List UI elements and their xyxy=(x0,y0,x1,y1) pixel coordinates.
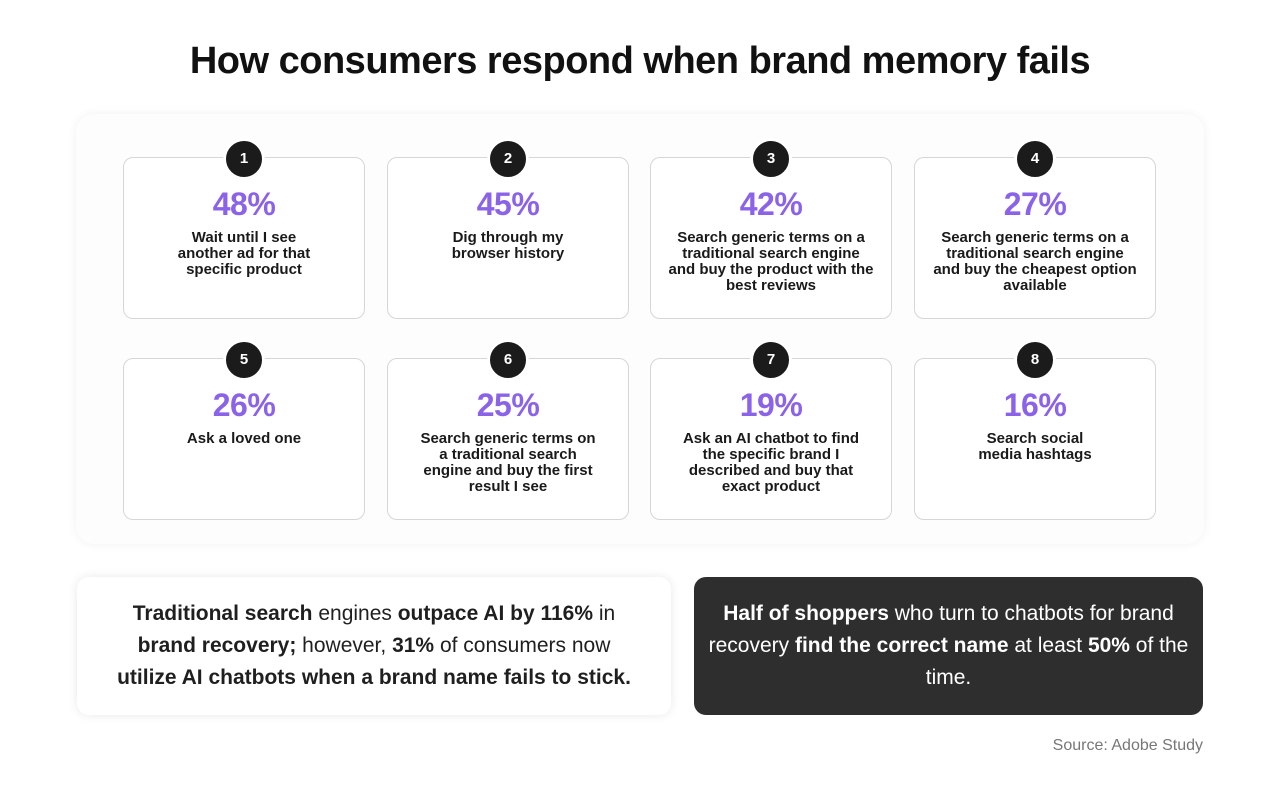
stat-percent: 27% xyxy=(1003,186,1067,222)
stat-description: Ask an AI chatbot to find the specific b… xyxy=(682,430,860,495)
stat-description: Wait until I see another ad for that spe… xyxy=(177,229,311,278)
callout-text-segment: of the time. xyxy=(925,634,1189,689)
stat-card-4: 4 27% Search generic terms on a traditio… xyxy=(914,138,1156,319)
stat-card-7: 7 19% Ask an AI chatbot to find the spec… xyxy=(650,339,892,520)
stat-percent: 45% xyxy=(476,186,540,222)
callout-bold-text: brand recovery; xyxy=(137,634,297,657)
callout-bold-text: find the correct name xyxy=(794,634,1009,657)
rank-badge: 2 xyxy=(487,138,529,180)
callout-text-segment: engines xyxy=(312,602,398,625)
stat-percent: 19% xyxy=(739,387,803,423)
stat-percent: 26% xyxy=(212,387,276,423)
stats-grid-panel: 1 48% Wait until I see another ad for th… xyxy=(76,114,1204,544)
stat-percent: 25% xyxy=(476,387,540,423)
callout-text: Traditional search engines outpace AI by… xyxy=(117,598,631,694)
callout-bold-text: 31% xyxy=(392,634,435,657)
stat-card-1: 1 48% Wait until I see another ad for th… xyxy=(123,138,365,319)
callout-text-segment: however, xyxy=(296,634,393,657)
callout-text: Half of shoppers who turn to chatbots fo… xyxy=(694,598,1203,694)
callout-text-segment: of consumers now xyxy=(434,634,611,657)
chatbot-callout: Half of shoppers who turn to chatbots fo… xyxy=(694,577,1203,715)
stat-card-2: 2 45% Dig through my browser history xyxy=(387,138,629,319)
stat-card-5: 5 26% Ask a loved one xyxy=(123,339,365,520)
stat-card-6: 6 25% Search generic terms on a traditio… xyxy=(387,339,629,520)
rank-badge: 3 xyxy=(750,138,792,180)
stat-percent: 42% xyxy=(739,186,803,222)
rank-badge: 4 xyxy=(1014,138,1056,180)
stat-card-3: 3 42% Search generic terms on a traditio… xyxy=(650,138,892,319)
rank-badge: 7 xyxy=(750,339,792,381)
callout-text-segment: in xyxy=(593,602,616,625)
callout-bold-text: Half of shoppers xyxy=(723,602,889,625)
callout-bold-text: outpace AI by 116% xyxy=(397,602,594,625)
source-note: Source: Adobe Study xyxy=(1052,737,1203,754)
stat-description: Dig through my browser history xyxy=(451,229,565,262)
stat-percent: 48% xyxy=(212,186,276,222)
callout-text-segment: who turn to chatbots for brand recovery xyxy=(708,602,1174,657)
callout-bold-text: utilize AI chatbots when a brand name fa… xyxy=(117,666,631,689)
rank-badge: 5 xyxy=(223,339,265,381)
callout-text-segment: at least xyxy=(1008,634,1088,657)
callout-bold-text: 50% xyxy=(1087,634,1130,657)
stat-description: Ask a loved one xyxy=(186,430,302,447)
stat-percent: 16% xyxy=(1003,387,1067,423)
callout-bold-text: Traditional search xyxy=(132,602,313,625)
traditional-search-callout: Traditional search engines outpace AI by… xyxy=(77,577,671,715)
stat-card-8: 8 16% Search social media hashtags xyxy=(914,339,1156,520)
stat-description: Search generic terms on a traditional se… xyxy=(420,430,596,495)
stat-description: Search generic terms on a traditional se… xyxy=(933,229,1137,294)
rank-badge: 1 xyxy=(223,138,265,180)
stat-description: Search social media hashtags xyxy=(978,430,1092,463)
stat-description: Search generic terms on a traditional se… xyxy=(668,229,874,294)
rank-badge: 6 xyxy=(487,339,529,381)
page-title: How consumers respond when brand memory … xyxy=(189,40,1091,82)
rank-badge: 8 xyxy=(1014,339,1056,381)
